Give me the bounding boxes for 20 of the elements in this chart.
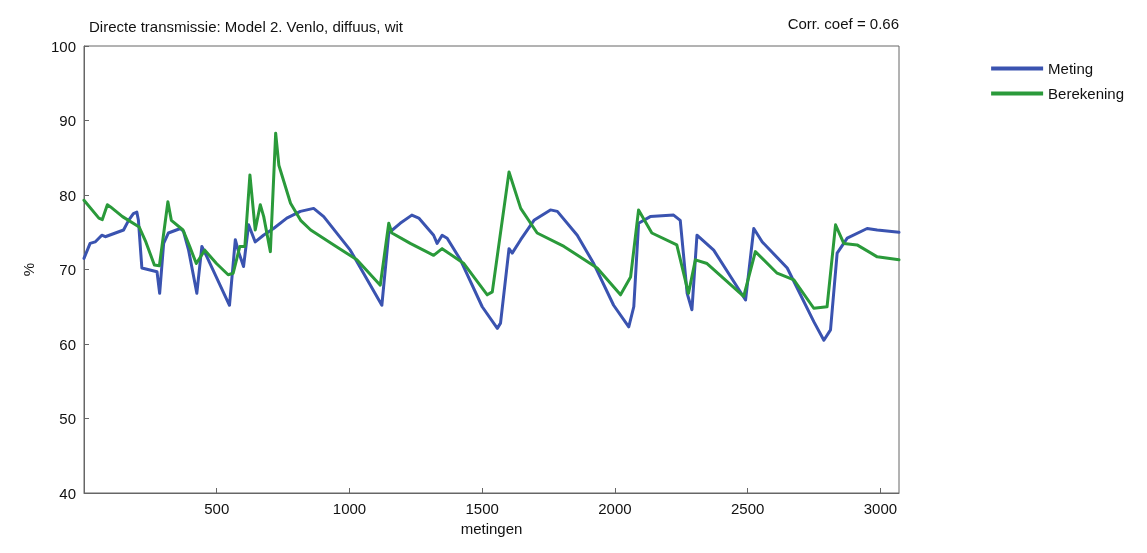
x-tick-label: 2000 bbox=[598, 500, 632, 517]
legend-label: Meting bbox=[1048, 60, 1094, 77]
y-tick-label: 50 bbox=[59, 410, 76, 427]
y-tick-label: 40 bbox=[59, 484, 76, 502]
x-tick-label: 1000 bbox=[332, 500, 367, 517]
y-tick-label: 90 bbox=[59, 112, 76, 129]
y-tick-label: 80 bbox=[59, 186, 76, 204]
x-axis-title: metingen bbox=[460, 520, 523, 537]
legend-label: Berekening bbox=[1048, 85, 1124, 102]
chart-title: Directe transmissie: Model 2. Venlo, diffuus, wit bbox=[89, 18, 404, 35]
text: Corr. coef = 0.66 bbox=[787, 15, 900, 32]
x-tick-label: 3000 bbox=[863, 500, 898, 517]
x-tick-label: 1500 bbox=[465, 500, 499, 517]
line-series bbox=[82, 131, 901, 310]
y-tick-label: 70 bbox=[59, 261, 76, 278]
y-tick-label: 100 bbox=[50, 37, 76, 55]
x-tick-label: 2500 bbox=[730, 500, 765, 517]
y-tick-label: 60 bbox=[59, 335, 76, 353]
y-axis-title: % bbox=[20, 262, 37, 277]
x-tick-label: 500 bbox=[204, 500, 230, 517]
